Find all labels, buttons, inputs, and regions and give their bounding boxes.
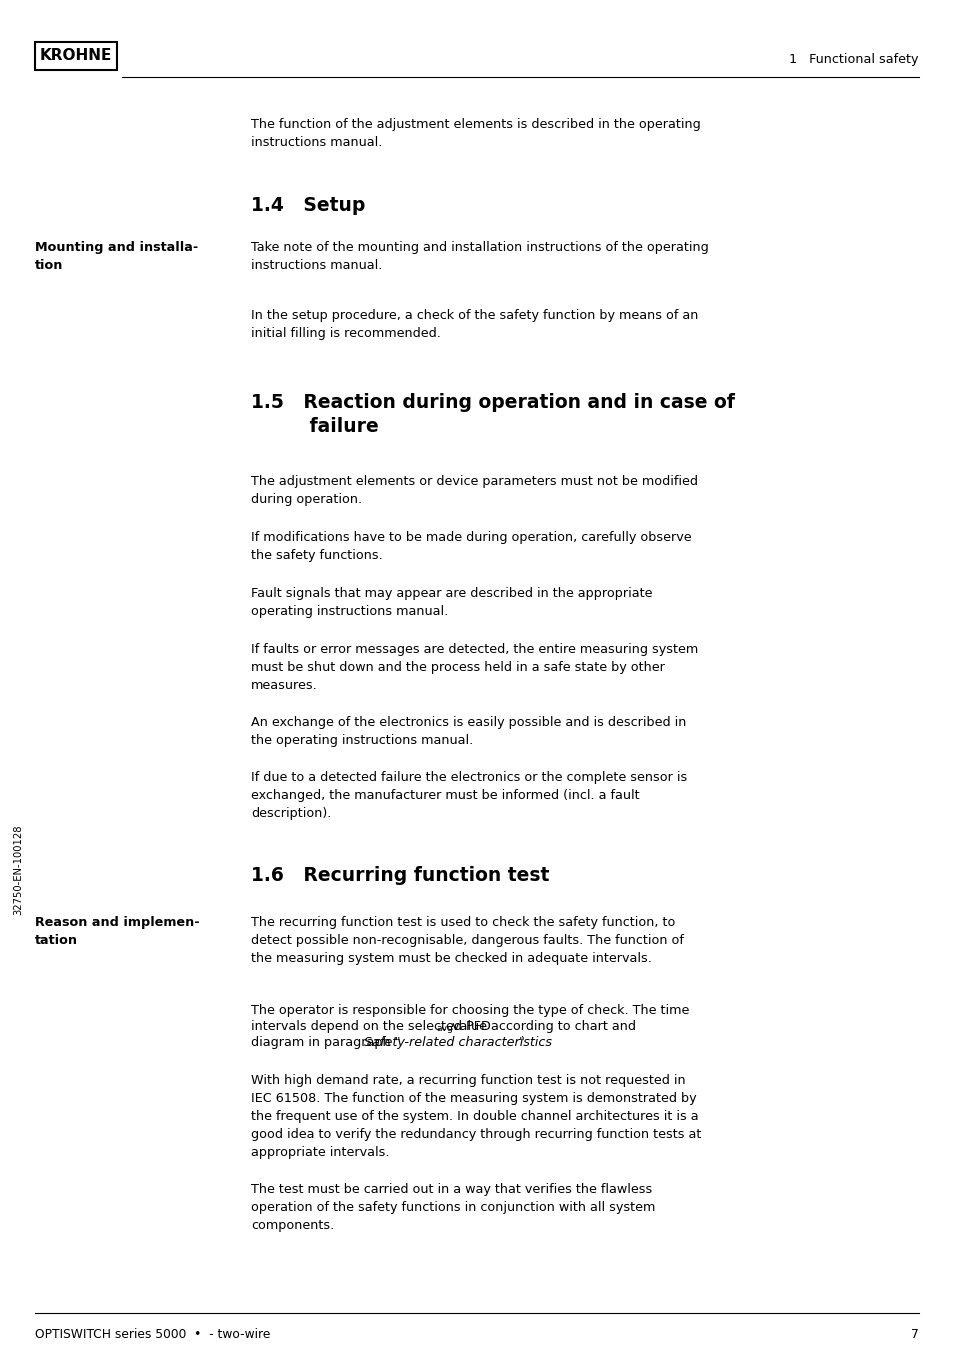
Text: value according to chart and: value according to chart and — [447, 1020, 635, 1033]
Text: If modifications have to be made during operation, carefully observe
the safety : If modifications have to be made during … — [251, 531, 691, 562]
Text: The function of the adjustment elements is described in the operating
instructio: The function of the adjustment elements … — [251, 118, 700, 149]
Text: diagram in paragraph ": diagram in paragraph " — [251, 1036, 400, 1049]
Text: 7: 7 — [910, 1328, 918, 1342]
Text: 1   Functional safety: 1 Functional safety — [789, 54, 918, 66]
Text: 1.4   Setup: 1.4 Setup — [251, 196, 365, 215]
Text: Mounting and installa-
tion: Mounting and installa- tion — [35, 241, 198, 272]
Text: The adjustment elements or device parameters must not be modified
during operati: The adjustment elements or device parame… — [251, 475, 698, 506]
Bar — [35, 42, 117, 70]
Text: Fault signals that may appear are described in the appropriate
operating instruc: Fault signals that may appear are descri… — [251, 588, 652, 617]
Text: With high demand rate, a recurring function test is not requested in
IEC 61508. : With high demand rate, a recurring funct… — [251, 1074, 700, 1159]
Text: The recurring function test is used to check the safety function, to
detect poss: The recurring function test is used to c… — [251, 917, 683, 965]
Text: ".: ". — [518, 1036, 528, 1049]
Text: 1.6   Recurring function test: 1.6 Recurring function test — [251, 867, 549, 886]
Text: Safety-related characteristics: Safety-related characteristics — [364, 1036, 552, 1049]
Text: OPTISWITCH series 5000  •  - two-wire: OPTISWITCH series 5000 • - two-wire — [35, 1328, 270, 1342]
Text: The operator is responsible for choosing the type of check. The time: The operator is responsible for choosing… — [251, 1005, 689, 1017]
Text: 1.5   Reaction during operation and in case of
         failure: 1.5 Reaction during operation and in cas… — [251, 393, 734, 436]
Text: avg: avg — [436, 1024, 453, 1033]
Text: The test must be carried out in a way that verifies the flawless
operation of th: The test must be carried out in a way th… — [251, 1183, 655, 1232]
Text: Reason and implemen-
tation: Reason and implemen- tation — [35, 917, 199, 946]
Text: Take note of the mounting and installation instructions of the operating
instruc: Take note of the mounting and installati… — [251, 241, 708, 272]
Text: In the setup procedure, a check of the safety function by means of an
initial fi: In the setup procedure, a check of the s… — [251, 309, 698, 340]
Text: An exchange of the electronics is easily possible and is described in
the operat: An exchange of the electronics is easily… — [251, 716, 685, 747]
Text: If due to a detected failure the electronics or the complete sensor is
exchanged: If due to a detected failure the electro… — [251, 770, 686, 821]
Text: KROHNE: KROHNE — [40, 49, 112, 64]
Text: 32750-EN-100128: 32750-EN-100128 — [13, 825, 23, 915]
Text: If faults or error messages are detected, the entire measuring system
must be sh: If faults or error messages are detected… — [251, 643, 698, 692]
Text: intervals depend on the selected PFD: intervals depend on the selected PFD — [251, 1020, 491, 1033]
